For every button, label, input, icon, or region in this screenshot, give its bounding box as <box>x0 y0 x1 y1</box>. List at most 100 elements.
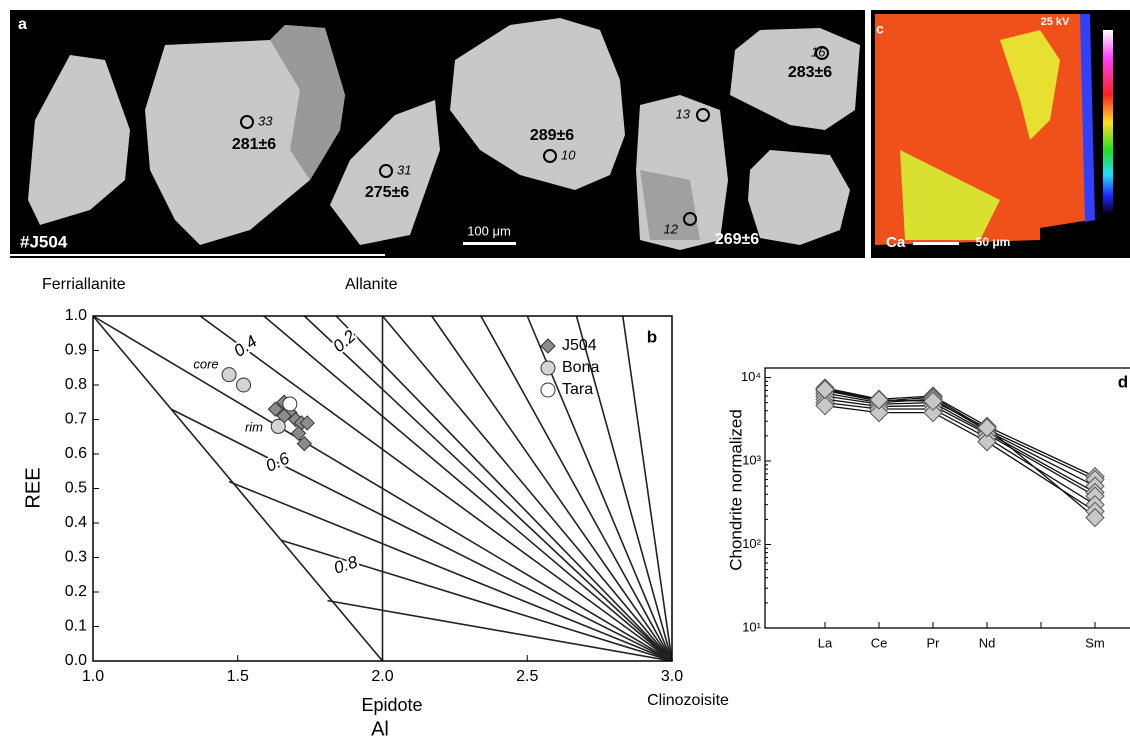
spot-number: 16 <box>811 44 826 59</box>
x-tick-label: Pr <box>927 635 941 650</box>
legend-label: Tara <box>562 381 593 398</box>
x-tick-label: 1.0 <box>82 668 104 685</box>
reference-line <box>199 315 673 662</box>
point <box>299 415 315 431</box>
y-tick-label: 10¹ <box>742 619 761 634</box>
annotation: Ferriallanite <box>42 276 126 293</box>
sample-label: #J504 <box>20 232 68 251</box>
series-connector <box>986 425 1096 478</box>
panel-label: a <box>18 16 27 33</box>
scale-bar <box>463 242 516 245</box>
y-tick-label: 0.7 <box>65 411 87 428</box>
reference-line <box>335 315 673 662</box>
point <box>296 435 313 452</box>
annotation: 0.2 <box>329 326 360 356</box>
series-line <box>824 402 988 439</box>
panel-b: 1.0 1.5 2.0 2.5 3.0 0.0 0.1 0.2 0.3 0.4 0.5 0.6 0.7 0… <box>22 276 729 740</box>
y-axis-label: REE <box>22 467 44 508</box>
reference-line <box>92 315 384 662</box>
y-tick-label: 10³ <box>742 452 761 467</box>
x-tick-label: 3.0 <box>661 668 683 685</box>
point <box>236 377 252 393</box>
x-tick-label: La <box>818 635 833 650</box>
y-tick-label: 0.4 <box>65 514 87 531</box>
legend-label: J504 <box>562 337 597 354</box>
spot-age: 281±6 <box>668 75 712 92</box>
y-tick-label: 0.6 <box>65 445 87 462</box>
y-tick-label: 0.0 <box>65 652 87 669</box>
series-line <box>824 395 988 433</box>
plot-frame <box>764 367 1130 629</box>
reference-line <box>228 480 673 662</box>
y-tick-label: 0.5 <box>65 480 87 497</box>
point <box>815 395 835 416</box>
spot-number: 10 <box>561 147 576 162</box>
reference-line <box>431 315 673 662</box>
point <box>270 418 286 434</box>
element-label: Ca <box>886 234 906 251</box>
analysis-spot <box>240 115 254 129</box>
series-line <box>824 387 988 427</box>
scale-high: hc <box>1111 12 1125 26</box>
point <box>923 402 943 423</box>
scale-low: lc <box>1113 225 1123 239</box>
annotation: Clinozoisite <box>647 692 729 709</box>
reference-line <box>303 315 673 662</box>
reference-line <box>263 315 673 662</box>
legend-label: Bona <box>562 359 599 376</box>
point <box>540 338 556 354</box>
x-tick-label: Sm <box>1085 635 1105 650</box>
reference-line <box>381 315 673 662</box>
x-tick-label: 1.5 <box>227 668 249 685</box>
color-bar <box>1103 30 1113 215</box>
y-tick-label: 10⁴ <box>741 369 761 384</box>
annotation: Epidote <box>361 695 422 715</box>
reference-line <box>575 315 673 662</box>
series-connector <box>986 427 1096 519</box>
y-tick-label: 0.8 <box>65 376 87 393</box>
spot-number: 31 <box>397 162 411 177</box>
y-tick-label: 0.1 <box>65 618 87 635</box>
point <box>869 390 889 410</box>
point <box>540 360 556 376</box>
series-connector <box>986 433 1096 497</box>
reference-line <box>280 539 673 662</box>
reference-line <box>621 315 673 662</box>
analysis-spot <box>379 164 393 178</box>
panel-a: a #J504 100 μm <box>10 10 865 258</box>
y-tick-label: 0.9 <box>65 342 87 359</box>
spot-age: 275±6 <box>365 184 409 201</box>
spot-age: 281±6 <box>232 136 276 153</box>
spot-age: 269±6 <box>715 231 759 248</box>
x-tick-label: Ce <box>871 635 888 650</box>
voltage: 25 kV <box>1041 16 1070 28</box>
y-tick-label: 1.0 <box>65 307 87 324</box>
point <box>977 418 997 438</box>
x-tick-label: 2.5 <box>516 668 538 685</box>
reference-line <box>170 408 673 662</box>
point <box>815 379 835 400</box>
reference-line <box>480 315 673 662</box>
spot-number: 33 <box>258 113 273 128</box>
analysis-spot <box>683 212 697 226</box>
spot-number: 12 <box>664 221 679 236</box>
point <box>540 382 556 398</box>
series-connector <box>986 437 1096 506</box>
annotation: 0.8 <box>332 552 361 578</box>
point <box>1085 507 1105 528</box>
annotation: Allanite <box>345 276 398 293</box>
panel-label: d <box>1118 372 1128 391</box>
annotation: core <box>193 356 218 371</box>
spot-age: 289±6 <box>530 127 574 144</box>
y-tick-label: 10² <box>742 536 761 551</box>
analysis-spot <box>696 108 710 122</box>
scale-label: 100 μm <box>467 223 511 238</box>
panel-d: 10¹ 10² 10³ 10⁴ La Ce Pr Nd Sm Chondrite normaliz… <box>726 367 1130 650</box>
point <box>869 402 889 423</box>
series-connector <box>986 430 1096 487</box>
panel-c: c 25 kV hc lc Ca 50 μm <box>871 10 1130 258</box>
series-line <box>824 398 988 435</box>
panel-label: b <box>647 327 657 346</box>
x-axis-label: Al <box>371 718 389 740</box>
